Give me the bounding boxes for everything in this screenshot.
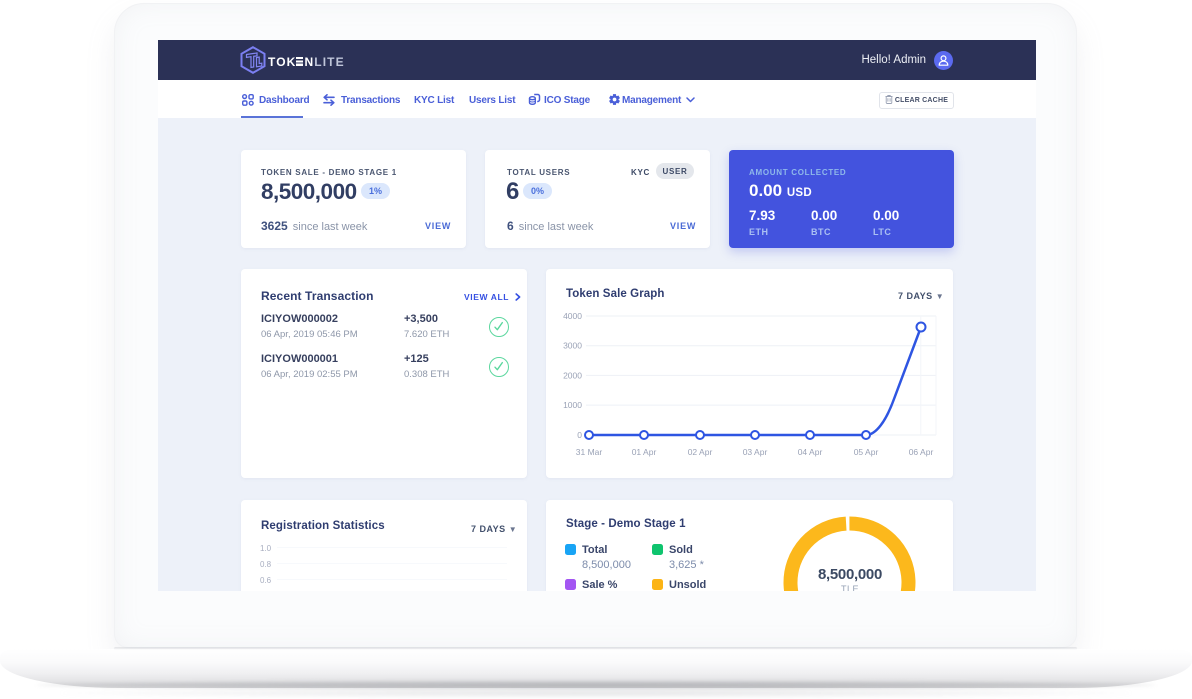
svg-text:01 Apr: 01 Apr — [632, 447, 657, 457]
svg-text:3000: 3000 — [563, 341, 582, 351]
svg-text:06 Apr: 06 Apr — [909, 447, 934, 457]
svg-text:2000: 2000 — [563, 370, 582, 380]
svg-text:05 Apr: 05 Apr — [854, 447, 879, 457]
svg-text:31 Mar: 31 Mar — [576, 447, 603, 457]
svg-text:03 Apr: 03 Apr — [743, 447, 768, 457]
svg-text:0: 0 — [577, 430, 582, 440]
svg-text:04 Apr: 04 Apr — [798, 447, 823, 457]
svg-text:4000: 4000 — [563, 311, 582, 321]
svg-text:1000: 1000 — [563, 400, 582, 410]
svg-text:02 Apr: 02 Apr — [688, 447, 713, 457]
